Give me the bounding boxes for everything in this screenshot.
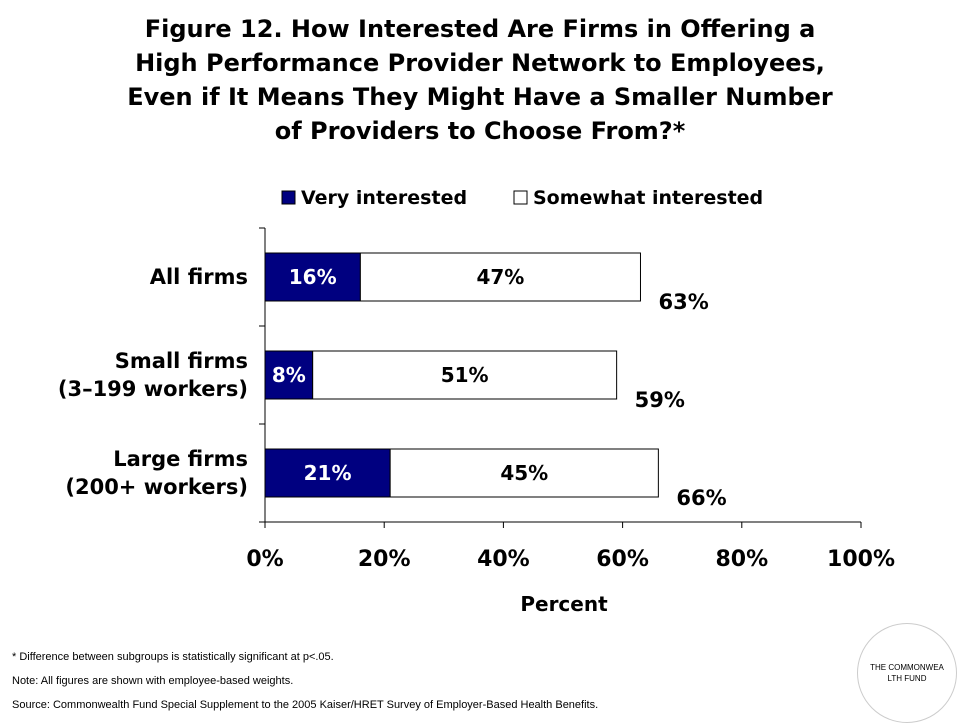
data-label: 21% [304, 461, 352, 485]
legend-label-very: Very interested [301, 187, 467, 209]
category-label: Small firms [115, 349, 248, 373]
x-axis-label: Percent [520, 592, 608, 616]
title-line: of Providers to Choose From?* [274, 117, 686, 145]
data-label: 47% [476, 265, 524, 289]
category-label: (200+ workers) [65, 475, 248, 499]
bar-somewhat-interested [312, 350, 618, 400]
x-tick-label: 20% [358, 547, 411, 572]
bar-very-interested [264, 350, 314, 400]
data-label: 51% [441, 363, 489, 387]
x-tick-label: 40% [477, 547, 530, 572]
legend-label-somewhat: Somewhat interested [533, 187, 763, 209]
category-label: (3–199 workers) [58, 377, 248, 401]
bar-very-interested [264, 252, 361, 302]
category-label: All firms [150, 265, 248, 289]
chart-title: Figure 12. How Interested Are Firms in O… [60, 12, 900, 148]
source-note: Source: Commonwealth Fund Special Supple… [12, 699, 599, 711]
x-tick-label: 0% [246, 547, 283, 572]
total-label: 66% [676, 486, 726, 510]
data-label: 45% [500, 461, 548, 485]
significance-note: * Difference between subgroups is statis… [12, 651, 334, 663]
total-label: 59% [635, 388, 685, 412]
category-label: Large firms [113, 447, 248, 471]
legend-swatch-very [281, 190, 296, 205]
legend-swatch-somewhat [513, 190, 528, 205]
title-line: High Performance Provider Network to Emp… [135, 49, 825, 77]
footnotes: * Difference between subgroups is statis… [12, 645, 832, 717]
bar-somewhat-interested [359, 252, 641, 302]
data-label: 16% [289, 265, 337, 289]
x-tick-label: 80% [715, 547, 768, 572]
commonwealth-fund-logo: THE COMMONWEALTH FUND [857, 623, 957, 723]
title-line: Figure 12. How Interested Are Firms in O… [144, 15, 816, 43]
total-label: 63% [658, 290, 708, 314]
logo-text: THE COMMONWEALTH FUND [870, 663, 944, 683]
title-line: Even if It Means They Might Have a Small… [127, 83, 833, 111]
x-tick-label: 60% [596, 547, 649, 572]
bar-somewhat-interested [389, 448, 659, 498]
x-tick-label: 100% [827, 547, 895, 572]
weights-note: Note: All figures are shown with employe… [12, 675, 294, 687]
data-label: 8% [272, 363, 306, 387]
